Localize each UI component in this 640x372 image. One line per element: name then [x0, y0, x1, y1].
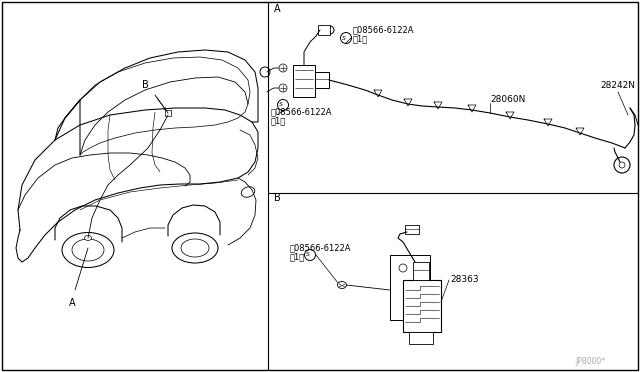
Text: S: S — [342, 35, 346, 41]
Text: 28242N: 28242N — [600, 80, 635, 90]
Ellipse shape — [62, 232, 114, 267]
Text: S: S — [279, 103, 283, 108]
Text: Ⓝ08566-6122A: Ⓝ08566-6122A — [271, 108, 333, 116]
Ellipse shape — [172, 233, 218, 263]
Bar — [315, 72, 329, 88]
Ellipse shape — [241, 187, 255, 197]
Bar — [293, 65, 315, 97]
Circle shape — [399, 264, 407, 272]
Text: （1）: （1） — [290, 253, 305, 262]
Text: 28363: 28363 — [450, 276, 479, 285]
Bar — [318, 25, 330, 35]
Text: B: B — [274, 193, 281, 203]
Text: Ⓝ08566-6122A: Ⓝ08566-6122A — [290, 244, 351, 253]
Circle shape — [305, 250, 316, 260]
Bar — [390, 255, 430, 320]
Bar — [165, 110, 171, 116]
Text: A: A — [274, 4, 280, 14]
Bar — [405, 225, 419, 234]
Circle shape — [619, 162, 625, 168]
Bar — [413, 262, 429, 280]
Ellipse shape — [84, 235, 92, 241]
Bar — [403, 280, 441, 332]
Text: （1）: （1） — [353, 35, 368, 44]
Text: （1）: （1） — [271, 116, 286, 125]
Bar — [409, 332, 433, 344]
Text: A: A — [68, 298, 76, 308]
Text: Ⓝ08566-6122A: Ⓝ08566-6122A — [353, 26, 415, 35]
Circle shape — [340, 32, 351, 44]
Circle shape — [614, 157, 630, 173]
Text: JP8000*: JP8000* — [575, 357, 605, 366]
Text: S: S — [306, 253, 310, 257]
Circle shape — [278, 99, 289, 110]
Ellipse shape — [181, 239, 209, 257]
Ellipse shape — [72, 239, 104, 261]
Text: B: B — [141, 80, 148, 90]
Ellipse shape — [337, 282, 346, 289]
Circle shape — [279, 84, 287, 92]
Circle shape — [279, 64, 287, 72]
Text: 28060N: 28060N — [490, 96, 525, 105]
